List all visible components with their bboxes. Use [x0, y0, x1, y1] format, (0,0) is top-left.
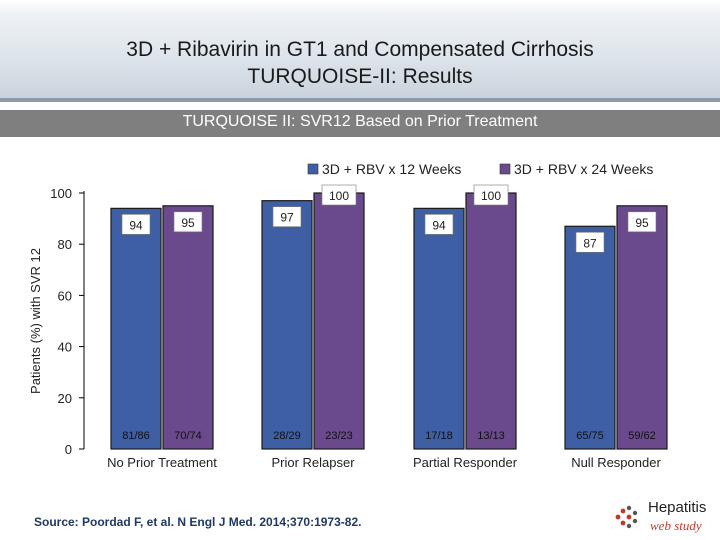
- subtitle-band: [0, 110, 720, 137]
- y-tick-label: 0: [65, 442, 72, 457]
- value-label: 100: [329, 189, 349, 203]
- slide-header: [0, 0, 720, 102]
- value-label: 95: [635, 216, 649, 230]
- y-tick-label: 80: [58, 237, 72, 252]
- bar-12wk-2: [413, 207, 465, 450]
- header-divider: [0, 98, 720, 102]
- value-label-box: [121, 214, 151, 235]
- count-label: 81/86: [122, 430, 150, 442]
- count-label: 59/62: [628, 430, 656, 442]
- value-label: 87: [583, 236, 597, 250]
- x-category-label: No Prior Treatment: [107, 455, 217, 470]
- legend-swatch-24wk: [499, 163, 511, 175]
- value-label-box: [321, 184, 357, 206]
- count-label: 13/13: [477, 430, 505, 442]
- hepatitis-web-study-logo: Hepatitis web study: [612, 499, 712, 537]
- value-label: 97: [280, 211, 294, 225]
- value-label-box: [473, 184, 509, 206]
- count-label: 65/75: [576, 430, 604, 442]
- bar-24wk-3: [616, 205, 668, 450]
- y-axis-label: Patients (%) with SVR 12: [28, 248, 43, 394]
- bar-12wk-1: [261, 200, 313, 450]
- count-label: 28/29: [273, 430, 301, 442]
- value-label: 100: [481, 189, 501, 203]
- value-label-box: [575, 231, 605, 253]
- logo-text-web-study: web study: [650, 518, 702, 533]
- count-label: 23/23: [325, 430, 353, 442]
- legend-swatch-12wk: [307, 163, 319, 175]
- legend-label-24wk: 3D + RBV x 24 Weeks: [514, 161, 653, 177]
- value-label: 94: [129, 218, 143, 232]
- bar-12wk-3: [564, 225, 616, 450]
- bar-24wk-1: [313, 192, 365, 450]
- value-label-box: [424, 214, 454, 235]
- value-label: 95: [181, 216, 195, 230]
- slide-title-line-1: 3D + Ribavirin in GT1 and Compensated Ci…: [126, 38, 594, 61]
- value-label-box: [173, 211, 203, 233]
- slide-title: 3D + Ribavirin in GT1 and Compensated Ci…: [0, 36, 720, 90]
- value-label-box: [627, 211, 657, 233]
- x-category-label: Partial Responder: [413, 455, 518, 470]
- x-category-label: Null Responder: [571, 455, 661, 470]
- x-category-label: Prior Relapser: [271, 455, 355, 470]
- bar-12wk-0: [110, 207, 162, 450]
- count-label: 70/74: [174, 430, 202, 442]
- bar-24wk-2: [465, 192, 517, 450]
- y-tick-label: 20: [58, 391, 72, 406]
- value-label-box: [272, 206, 302, 227]
- chart-subtitle: TURQUOISE II: SVR12 Based on Prior Treat…: [182, 113, 538, 130]
- logo-text-hepatitis: Hepatitis: [648, 499, 707, 516]
- hepatitis-logo-icon: [615, 505, 638, 529]
- count-label: 17/18: [425, 430, 453, 442]
- source-citation: Source: Poordad F, et al. N Engl J Med. …: [34, 515, 362, 529]
- value-label: 94: [432, 218, 446, 232]
- bar-24wk-0: [162, 205, 214, 450]
- slide-title-line-2: TURQUOISE-II: Results: [247, 65, 473, 88]
- y-tick-label: 60: [58, 288, 72, 303]
- y-tick-label: 40: [58, 340, 72, 355]
- svr12-bar-chart: 0 20 40 60 80 100 Patients (%) with SVR 12 94 81…: [28, 161, 668, 470]
- y-tick-label: 100: [50, 186, 72, 201]
- legend-label-12wk: 3D + RBV x 12 Weeks: [322, 161, 461, 177]
